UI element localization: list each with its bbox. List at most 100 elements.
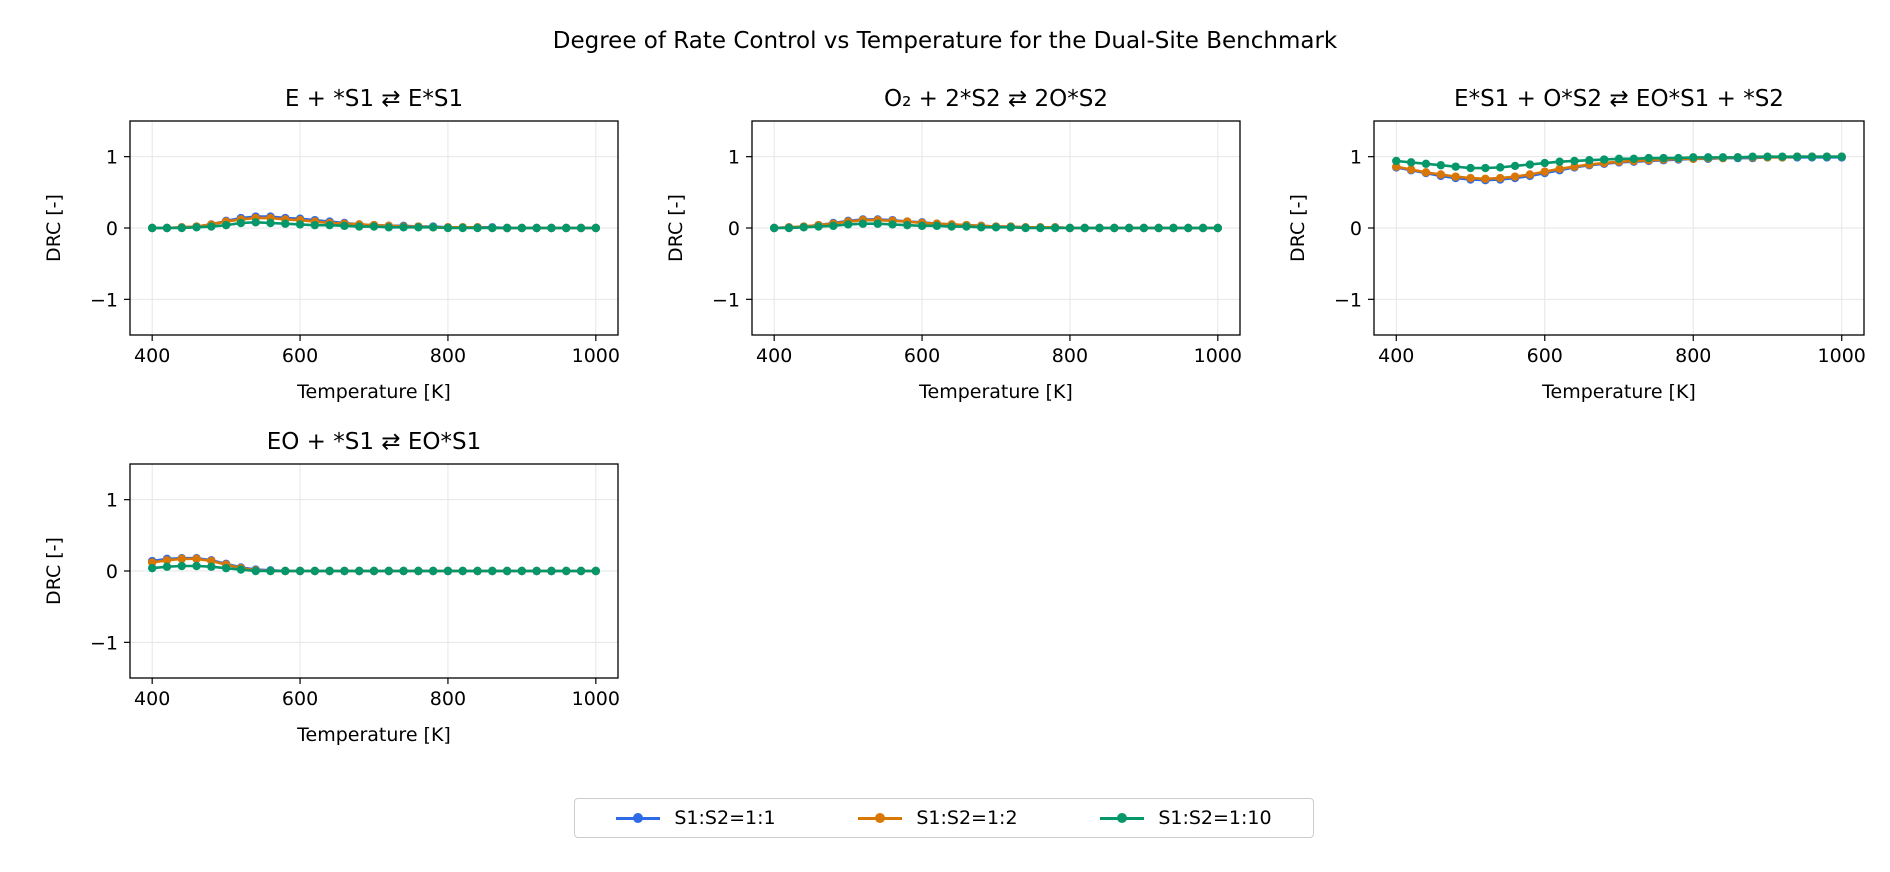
data-point — [251, 566, 260, 576]
data-point — [1555, 157, 1564, 166]
data-point — [502, 566, 512, 576]
data-point — [1198, 223, 1208, 233]
data-point — [1822, 152, 1832, 161]
data-point — [843, 220, 853, 229]
data-point — [384, 566, 393, 576]
data-point — [576, 223, 586, 233]
data-point — [147, 223, 157, 233]
data-point — [251, 218, 260, 227]
data-point — [1644, 153, 1653, 163]
data-point — [295, 566, 305, 576]
y-tick-label: −1 — [90, 289, 118, 311]
x-tick-label: 1000 — [572, 345, 620, 367]
data-point — [236, 565, 246, 574]
data-point — [310, 220, 320, 230]
data-point — [784, 223, 794, 233]
data-point — [340, 221, 349, 231]
data-point — [1555, 164, 1564, 173]
data-point — [1629, 154, 1639, 164]
data-point — [1436, 161, 1446, 170]
y-tick-label: 1 — [1350, 147, 1362, 169]
x-tick-label: 600 — [282, 345, 318, 367]
subplot-4: 400 600 800 1000 −1 0 1 EO + *S1 ⇄ EO*S1 Tempera… — [43, 429, 620, 746]
figure-title: Degree of Rate Control vs Temperature fo… — [552, 28, 1338, 54]
x-tick-label: 800 — [1052, 345, 1088, 367]
legend-entry: S1:S2=1:2 — [858, 807, 1018, 829]
data-point — [517, 223, 527, 233]
data-point — [207, 222, 216, 231]
data-point — [1614, 154, 1624, 164]
legend-swatch-1-10 — [1100, 813, 1145, 823]
data-point — [932, 221, 942, 231]
x-tick-label: 600 — [904, 345, 940, 367]
data-point — [192, 554, 201, 564]
x-tick-label: 1000 — [1818, 345, 1866, 367]
data-point — [1021, 223, 1030, 233]
data-point — [977, 223, 986, 232]
data-point — [369, 566, 379, 576]
data-point — [369, 222, 379, 231]
data-point — [1778, 152, 1787, 161]
data-point — [1763, 152, 1772, 161]
data-point — [591, 566, 601, 576]
data-point — [325, 220, 334, 230]
y-tick-label: 0 — [728, 218, 740, 240]
data-point — [266, 218, 275, 228]
data-point — [1139, 223, 1149, 233]
data-point — [192, 561, 201, 571]
data-point — [547, 223, 556, 233]
data-point — [1406, 158, 1416, 167]
legend-label: S1:S2=1:2 — [916, 807, 1018, 829]
legend-swatch-1-2 — [858, 813, 903, 823]
data-point — [562, 223, 571, 233]
subplot-title: E*S1 + O*S2 ⇄ EO*S1 + *S2 — [1454, 86, 1784, 112]
data-point — [858, 219, 868, 228]
y-axis-label: DRC [-] — [43, 537, 65, 605]
data-point — [1837, 152, 1846, 161]
y-tick-label: 0 — [106, 218, 118, 240]
data-point — [281, 566, 290, 576]
data-point — [295, 220, 305, 229]
data-point — [1080, 223, 1089, 233]
legend-swatch-1-1 — [616, 813, 661, 823]
x-tick-label: 400 — [1378, 345, 1414, 367]
data-point — [192, 223, 201, 232]
data-point — [310, 566, 320, 576]
data-point — [1525, 170, 1535, 179]
x-tick-label: 1000 — [1194, 345, 1242, 367]
data-point — [1392, 156, 1401, 166]
data-point — [488, 566, 497, 576]
data-point — [236, 218, 246, 228]
subplot-2: 400 600 800 1000 −1 0 1 O₂ + 2*S2 ⇄ 2O*S2 Temper… — [665, 86, 1242, 403]
x-axis-label: Temperature [K] — [918, 381, 1073, 403]
data-point — [428, 223, 438, 232]
data-point — [532, 566, 541, 576]
data-point — [1807, 152, 1817, 161]
y-axis-label: DRC [-] — [43, 194, 65, 262]
data-point — [947, 222, 956, 231]
data-point — [1065, 223, 1075, 233]
data-point — [147, 563, 157, 573]
x-tick-label: 800 — [430, 345, 466, 367]
data-point — [1481, 174, 1490, 183]
y-axis-label: DRC [-] — [1287, 194, 1309, 262]
data-point — [1496, 163, 1505, 172]
data-point — [1466, 173, 1475, 183]
data-point — [1466, 163, 1475, 173]
data-point — [266, 566, 275, 576]
data-point — [532, 223, 541, 233]
data-point — [1481, 163, 1490, 173]
y-tick-label: 1 — [106, 490, 118, 512]
data-point — [1154, 223, 1163, 233]
data-point — [873, 219, 882, 228]
data-point — [799, 223, 808, 232]
y-tick-label: −1 — [712, 289, 740, 311]
data-point — [1036, 223, 1045, 233]
x-tick-label: 600 — [1527, 345, 1563, 367]
subplot-title: E + *S1 ⇄ E*S1 — [285, 86, 463, 112]
x-tick-label: 400 — [134, 688, 170, 710]
data-point — [177, 223, 186, 233]
data-point — [355, 222, 364, 231]
data-point — [340, 566, 349, 576]
